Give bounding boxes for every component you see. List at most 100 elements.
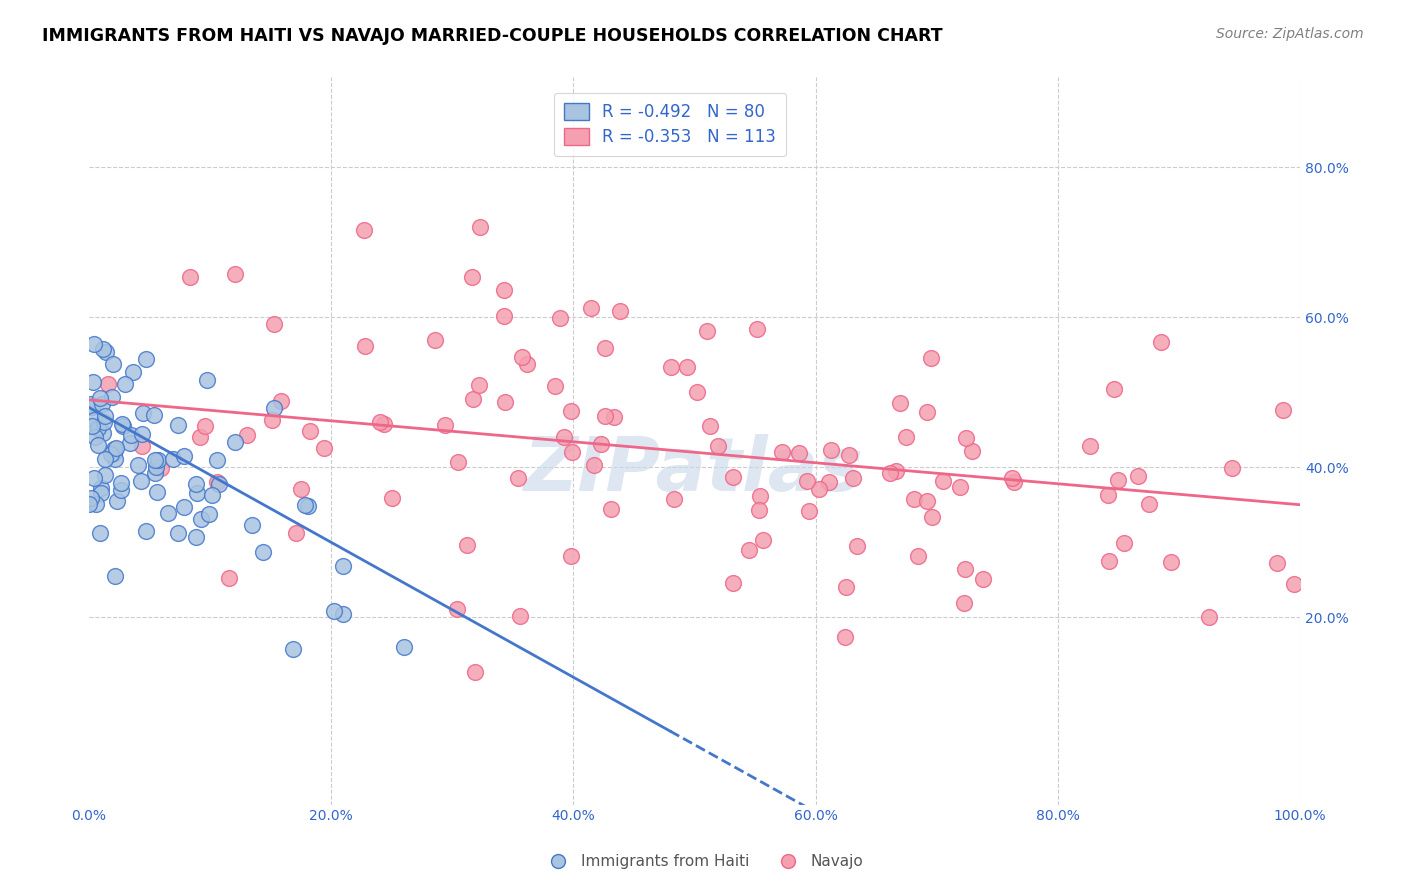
Point <box>173 500 195 514</box>
Legend: R = -0.492   N = 80, R = -0.353   N = 113: R = -0.492 N = 80, R = -0.353 N = 113 <box>554 93 786 156</box>
Point <box>392 640 415 654</box>
Point <box>298 424 321 438</box>
Point <box>103 442 125 457</box>
Point <box>381 491 404 505</box>
Point <box>921 510 943 524</box>
Point <box>84 429 107 443</box>
Point <box>494 394 516 409</box>
Point <box>745 322 768 336</box>
Point <box>150 460 173 475</box>
Point <box>955 431 977 445</box>
Point <box>599 502 621 516</box>
Point <box>1265 556 1288 570</box>
Point <box>931 474 953 488</box>
Point <box>104 452 127 467</box>
Point <box>200 488 222 502</box>
Point <box>145 485 167 500</box>
Point <box>752 533 775 547</box>
Point <box>103 446 125 460</box>
Point <box>143 408 166 422</box>
Point <box>468 220 491 235</box>
Point <box>162 451 184 466</box>
Point <box>353 223 375 237</box>
Point <box>1137 497 1160 511</box>
Point <box>205 453 228 467</box>
Point <box>685 385 707 400</box>
Point <box>593 342 616 356</box>
Point <box>110 483 132 497</box>
Point <box>953 562 976 576</box>
Point <box>236 428 259 442</box>
Point <box>907 549 929 564</box>
Point <box>167 417 190 432</box>
Point <box>194 419 217 434</box>
Point <box>675 359 697 374</box>
Point <box>903 491 925 506</box>
Point <box>494 309 516 323</box>
Point <box>960 444 983 458</box>
Point <box>560 404 582 418</box>
Point <box>184 530 207 544</box>
Point <box>143 466 166 480</box>
Point <box>91 426 114 441</box>
Point <box>132 406 155 420</box>
Point <box>90 481 112 495</box>
Point <box>609 304 631 318</box>
Point <box>492 283 515 297</box>
Point <box>84 497 107 511</box>
Point <box>190 511 212 525</box>
Point <box>510 350 533 364</box>
Point <box>90 485 112 500</box>
Point <box>699 419 721 434</box>
Point <box>94 451 117 466</box>
Point <box>82 376 104 390</box>
Point <box>205 475 228 489</box>
Point <box>1222 461 1244 475</box>
Point <box>297 500 319 514</box>
Point <box>93 343 115 357</box>
Point <box>167 526 190 541</box>
Point <box>89 526 111 541</box>
Point <box>1160 555 1182 569</box>
Point <box>131 439 153 453</box>
Point <box>135 524 157 538</box>
Point <box>707 439 730 453</box>
Point <box>749 489 772 503</box>
Point <box>332 558 354 573</box>
Point <box>263 317 285 331</box>
Point <box>111 419 134 434</box>
Point <box>603 409 626 424</box>
Point <box>548 311 571 326</box>
Point <box>224 434 246 449</box>
Point <box>581 301 603 315</box>
Point <box>83 413 105 427</box>
Point <box>93 415 115 429</box>
Point <box>252 545 274 559</box>
Point <box>506 471 529 485</box>
Point <box>332 607 354 621</box>
Point <box>796 474 818 488</box>
Point <box>77 497 100 511</box>
Text: Source: ZipAtlas.com: Source: ZipAtlas.com <box>1216 27 1364 41</box>
Point <box>953 596 976 610</box>
Point <box>104 569 127 583</box>
Point <box>82 400 104 414</box>
Point <box>179 270 201 285</box>
Point <box>218 571 240 585</box>
Point <box>835 580 858 594</box>
Point <box>173 449 195 463</box>
Point <box>281 642 304 657</box>
Point <box>1198 610 1220 624</box>
Point <box>294 498 316 512</box>
Point <box>591 436 613 450</box>
Legend: Immigrants from Haiti, Navajo: Immigrants from Haiti, Navajo <box>537 848 869 875</box>
Point <box>290 482 312 496</box>
Point <box>721 470 744 484</box>
Point <box>1097 488 1119 502</box>
Point <box>118 436 141 450</box>
Point <box>593 409 616 423</box>
Point <box>662 491 685 506</box>
Point <box>949 480 972 494</box>
Point <box>270 394 292 409</box>
Point <box>787 446 810 460</box>
